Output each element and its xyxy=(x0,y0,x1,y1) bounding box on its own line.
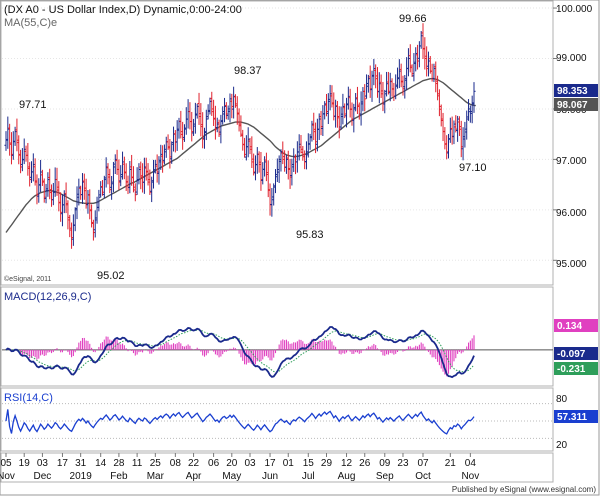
date-axis-panel xyxy=(0,452,554,483)
day-tick-label: 17 xyxy=(57,458,69,469)
day-tick-label: 17 xyxy=(264,458,276,469)
month-tick-label: 2019 xyxy=(70,471,93,482)
rsi-badge xyxy=(554,410,598,423)
macd-hist-value: 0.134 xyxy=(557,321,582,332)
month-tick-label: Sep xyxy=(376,471,394,482)
chart-title: (DX A0 - US Dollar Index,D) Dynamic,0:00… xyxy=(4,4,242,16)
annotation-label: 98.37 xyxy=(234,65,262,77)
day-tick-label: 09 xyxy=(379,458,391,469)
day-tick-label: 06 xyxy=(208,458,220,469)
day-tick-label: 01 xyxy=(283,458,295,469)
annotation-label: 95.02 xyxy=(97,270,125,282)
ma-value: 98.067 xyxy=(557,100,588,111)
rsi-line xyxy=(5,409,475,435)
rsi-value: 57.311 xyxy=(557,412,587,423)
last-price-value: 98.353 xyxy=(557,86,588,97)
publisher-footer: Published by eSignal (www.esignal.com) xyxy=(452,485,596,494)
price-tick-label: 99.000 xyxy=(556,53,587,64)
price-tick-label: 97.000 xyxy=(556,156,587,167)
month-tick-label: May xyxy=(222,471,241,482)
annotation-label: 95.83 xyxy=(296,229,324,241)
price-panel xyxy=(0,0,554,286)
month-tick-label: Apr xyxy=(186,471,202,482)
price-bar xyxy=(472,82,476,113)
day-tick-label: 31 xyxy=(75,458,87,469)
rsi-title: RSI(14,C) xyxy=(4,392,53,404)
day-tick-label: 11 xyxy=(132,458,143,469)
day-tick-label: 29 xyxy=(321,458,333,469)
macd-line-badge xyxy=(554,347,598,360)
day-tick-label: 04 xyxy=(465,458,477,469)
annotation-label: 99.66 xyxy=(399,13,427,25)
day-tick-label: 26 xyxy=(359,458,371,469)
rsi-tick-label: 80 xyxy=(556,394,568,405)
day-tick-label: 28 xyxy=(113,458,125,469)
annotation-label: 97.71 xyxy=(19,99,47,111)
month-tick-label: Jul xyxy=(302,471,315,482)
day-tick-label: 05 xyxy=(0,458,12,469)
day-tick-label: 12 xyxy=(341,458,353,469)
rsi-panel xyxy=(0,387,554,452)
ma-value-badge xyxy=(554,98,598,111)
month-tick-label: Aug xyxy=(338,471,356,482)
day-tick-label: 14 xyxy=(95,458,107,469)
annotation-label: 97.10 xyxy=(459,162,487,174)
macd-signal-value: -0.231 xyxy=(557,364,586,375)
day-tick-label: 23 xyxy=(397,458,409,469)
price-tick-label: 100.000 xyxy=(556,4,593,15)
day-tick-label: 08 xyxy=(170,458,182,469)
macd-panel xyxy=(0,286,554,387)
month-tick-label: Feb xyxy=(110,471,128,482)
day-tick-label: 03 xyxy=(244,458,256,469)
macd-line xyxy=(5,326,475,379)
watermark: ©eSignal, 2011 xyxy=(4,275,52,283)
month-tick-label: Jun xyxy=(262,471,278,482)
macd-title: MACD(12,26,9,C) xyxy=(4,291,91,303)
price-tick-label: 96.000 xyxy=(556,208,587,219)
day-tick-label: 22 xyxy=(188,458,200,469)
month-tick-label: Dec xyxy=(34,471,52,482)
day-tick-label: 25 xyxy=(150,458,162,469)
month-tick-label: Oct xyxy=(415,471,431,482)
day-tick-label: 20 xyxy=(226,458,238,469)
macd-hist-badge xyxy=(554,319,598,332)
month-tick-label: Nov xyxy=(461,471,479,482)
month-tick-label: Mar xyxy=(147,471,165,482)
price-tick-label: 95.000 xyxy=(556,259,587,270)
last-price-badge xyxy=(554,84,598,97)
day-tick-label: 07 xyxy=(417,458,429,469)
rsi-tick-label: 20 xyxy=(556,440,568,451)
macd-signal-badge xyxy=(554,362,598,375)
day-tick-label: 21 xyxy=(445,458,457,469)
ma-label: MA(55,C)e xyxy=(4,17,57,29)
macd-signal-line xyxy=(5,329,475,373)
day-tick-label: 03 xyxy=(37,458,49,469)
price-bar xyxy=(363,84,367,112)
day-tick-label: 15 xyxy=(303,458,315,469)
month-tick-label: Nov xyxy=(0,471,15,482)
day-tick-label: 19 xyxy=(19,458,31,469)
macd-line-value: -0.097 xyxy=(557,349,586,360)
